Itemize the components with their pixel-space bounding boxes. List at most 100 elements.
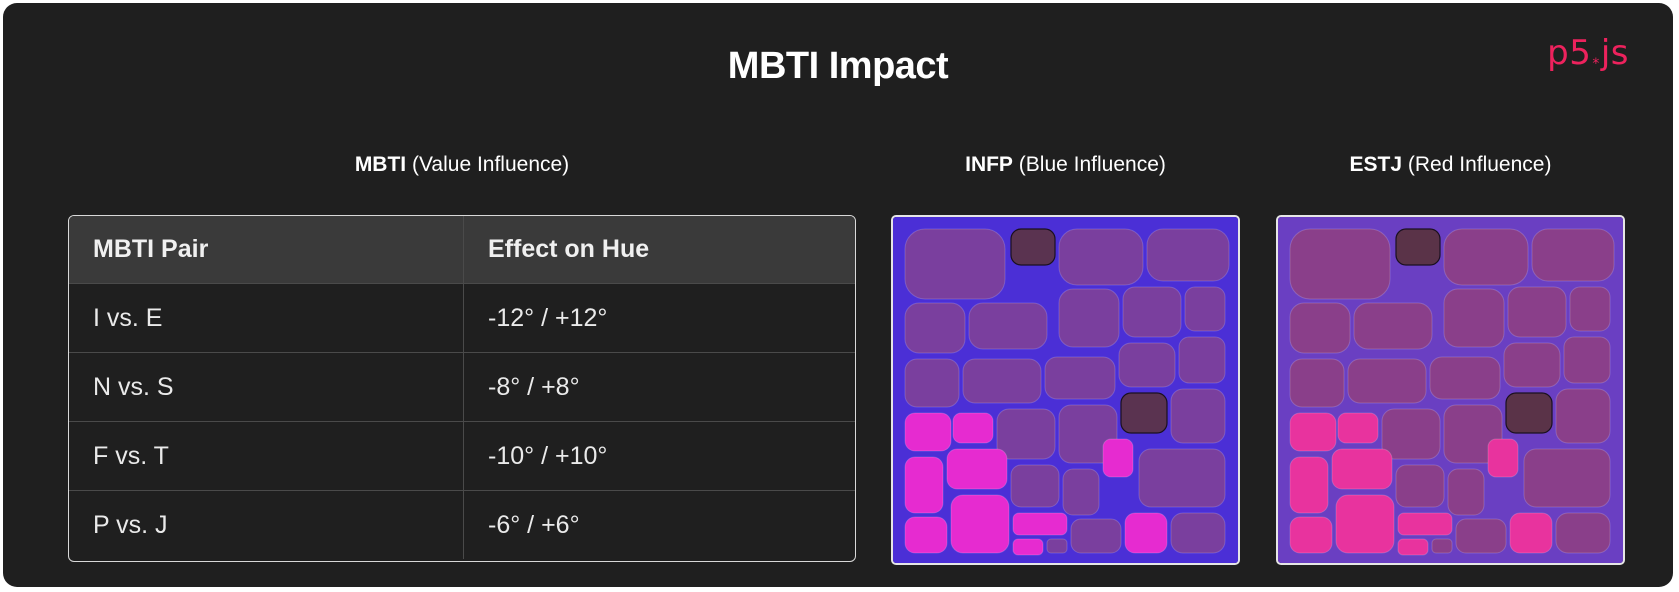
table-cell-pair: N vs. S <box>69 353 464 421</box>
voronoi-dark-cell <box>1395 228 1441 266</box>
voronoi-cell <box>1138 448 1226 508</box>
table-cell-effect: -10° / +10° <box>488 441 608 470</box>
infp-caption-rest: (Blue Influence) <box>1012 153 1166 176</box>
voronoi-cell <box>996 408 1056 460</box>
voronoi-cell <box>1058 404 1118 464</box>
voronoi-highlight-cell <box>1124 512 1168 554</box>
voronoi-cell <box>904 302 966 354</box>
infp-caption: INFP (Blue Influence) <box>891 153 1240 177</box>
voronoi-cell <box>1531 228 1615 282</box>
column-header-pair: MBTI Pair <box>69 216 464 283</box>
voronoi-cell <box>1395 464 1445 508</box>
voronoi-cell <box>1443 404 1503 464</box>
voronoi-highlight-cell <box>1337 412 1379 444</box>
voronoi-cell <box>1381 408 1441 460</box>
voronoi-highlight-cell <box>1509 512 1553 554</box>
voronoi-cell <box>1146 228 1230 282</box>
table-cell-pair: F vs. T <box>69 422 464 490</box>
voronoi-highlight-cell <box>1102 438 1134 478</box>
estj-caption-rest: (Red Influence) <box>1402 153 1552 176</box>
voronoi-highlight-cell <box>1331 448 1393 490</box>
voronoi-cell <box>1443 228 1529 286</box>
voronoi-cell <box>1443 288 1505 348</box>
table-header-row: MBTI Pair Effect on Hue <box>69 216 855 283</box>
table-row: I vs. E -12° / +12° <box>69 283 855 352</box>
table-cell-effect: -6° / +6° <box>488 510 580 539</box>
voronoi-highlight-cell <box>950 494 1010 554</box>
voronoi-cell <box>1555 512 1611 554</box>
voronoi-cell <box>1122 286 1182 338</box>
estj-caption-bold: ESTJ <box>1349 153 1403 176</box>
voronoi-highlight-cell <box>1397 538 1429 556</box>
voronoi-cell <box>962 358 1042 404</box>
table-row: F vs. T -10° / +10° <box>69 421 855 490</box>
voronoi-cell <box>1447 468 1485 516</box>
logo-text-js: js <box>1600 33 1629 73</box>
infp-voronoi-canvas <box>893 217 1238 563</box>
table-row: N vs. S -8° / +8° <box>69 352 855 421</box>
voronoi-cell <box>1289 358 1345 408</box>
estj-voronoi-canvas <box>1278 217 1623 563</box>
logo-star-icon: * <box>1592 56 1600 72</box>
voronoi-dark-cell <box>1010 228 1056 266</box>
voronoi-highlight-cell <box>904 456 944 514</box>
mbti-table: MBTI Pair Effect on Hue I vs. E -12° / +… <box>68 215 856 562</box>
voronoi-cell <box>1569 286 1611 332</box>
voronoi-highlight-cell <box>1289 516 1333 554</box>
estj-caption: ESTJ (Red Influence) <box>1276 153 1625 177</box>
voronoi-cell <box>1289 302 1351 354</box>
voronoi-cell <box>1353 302 1433 350</box>
voronoi-cell <box>1178 336 1226 384</box>
voronoi-highlight-cell <box>1487 438 1519 478</box>
voronoi-cell <box>1347 358 1427 404</box>
infp-caption-bold: INFP <box>965 153 1013 176</box>
voronoi-cell <box>904 358 960 408</box>
voronoi-highlight-cell <box>1397 512 1453 536</box>
voronoi-highlight-cell <box>904 516 948 554</box>
voronoi-highlight-cell <box>1335 494 1395 554</box>
table-caption-rest: (Value Influence) <box>406 153 570 176</box>
voronoi-cell <box>1503 342 1561 388</box>
voronoi-cell <box>1455 518 1507 554</box>
voronoi-cell <box>1289 228 1391 300</box>
table-caption-bold: MBTI <box>354 153 407 176</box>
voronoi-highlight-cell <box>952 412 994 444</box>
voronoi-cell <box>1118 342 1176 388</box>
voronoi-cell <box>1170 512 1226 554</box>
voronoi-cell <box>1010 464 1060 508</box>
voronoi-cell <box>1563 336 1611 384</box>
estj-voronoi-artwork <box>1276 215 1625 565</box>
table-row: P vs. J -6° / +6° <box>69 490 855 559</box>
voronoi-highlight-cell <box>1289 456 1329 514</box>
voronoi-highlight-cell <box>1012 538 1044 556</box>
voronoi-dark-cell <box>1505 392 1553 434</box>
voronoi-cell <box>968 302 1048 350</box>
voronoi-cell <box>1058 288 1120 348</box>
voronoi-cell <box>1046 538 1068 554</box>
table-cell-effect: -12° / +12° <box>488 303 608 332</box>
column-header-effect: Effect on Hue <box>488 235 650 263</box>
voronoi-cell <box>1429 356 1501 400</box>
table-caption: MBTI (Value Influence) <box>68 153 856 177</box>
table-cell-pair: P vs. J <box>69 491 464 559</box>
voronoi-cell <box>1062 468 1100 516</box>
voronoi-cell <box>1058 228 1144 286</box>
voronoi-cell <box>1170 388 1226 444</box>
voronoi-cell <box>1184 286 1226 332</box>
table-cell-effect: -8° / +8° <box>488 372 580 401</box>
voronoi-cell <box>904 228 1006 300</box>
voronoi-cell <box>1431 538 1453 554</box>
voronoi-dark-cell <box>1120 392 1168 434</box>
voronoi-cell <box>1555 388 1611 444</box>
voronoi-cell <box>1507 286 1567 338</box>
voronoi-highlight-cell <box>1289 412 1337 452</box>
voronoi-cell <box>1044 356 1116 400</box>
voronoi-highlight-cell <box>904 412 952 452</box>
voronoi-highlight-cell <box>946 448 1008 490</box>
infp-voronoi-artwork <box>891 215 1240 565</box>
p5js-logo: p5*js <box>1547 33 1629 73</box>
voronoi-cell <box>1523 448 1611 508</box>
main-panel: MBTI Impact p5*js MBTI (Value Influence)… <box>3 3 1673 587</box>
page-title: MBTI Impact <box>727 45 949 87</box>
table-cell-pair: I vs. E <box>69 284 464 352</box>
